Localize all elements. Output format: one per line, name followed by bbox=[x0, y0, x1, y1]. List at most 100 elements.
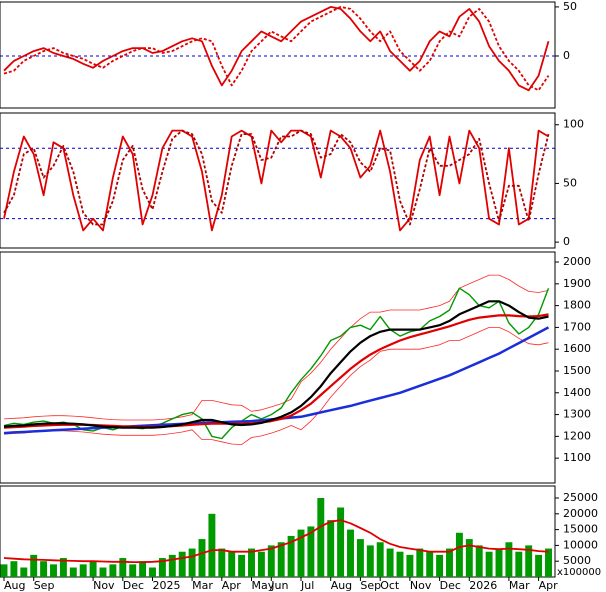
y-tick-label: 25000 bbox=[563, 491, 598, 504]
volume-bar bbox=[79, 564, 87, 577]
volume-bar bbox=[20, 567, 28, 577]
x-tick-label: Oct bbox=[380, 579, 400, 592]
y-tick-label: 0 bbox=[563, 49, 570, 62]
y-tick-label: 10000 bbox=[563, 538, 598, 551]
volume-bar bbox=[129, 564, 137, 577]
volume-bar bbox=[347, 529, 354, 577]
volume-bar bbox=[366, 545, 374, 577]
volume-bar bbox=[158, 558, 166, 577]
volume-bar bbox=[30, 554, 38, 577]
volume-bar bbox=[238, 554, 246, 577]
x-tick-label: Dec bbox=[440, 579, 461, 592]
y-tick-label: 50 bbox=[563, 0, 577, 13]
y-tick-label: 20000 bbox=[563, 507, 598, 520]
volume-bar bbox=[50, 564, 57, 577]
volume-bar bbox=[10, 561, 18, 577]
y-tick-label: 1500 bbox=[563, 364, 591, 377]
y-tick-label: 1100 bbox=[563, 451, 591, 464]
y-tick-label: 5000 bbox=[563, 554, 591, 567]
volume-bar bbox=[218, 548, 226, 577]
x-tick-label: Nov bbox=[410, 579, 432, 592]
y-tick-label: 1800 bbox=[563, 299, 591, 312]
series-line bbox=[3, 6, 550, 92]
volume-bar bbox=[0, 564, 8, 577]
volume-bar bbox=[396, 551, 404, 577]
panel-frame bbox=[0, 251, 556, 484]
volume-bar bbox=[277, 542, 285, 577]
series-line bbox=[3, 274, 549, 421]
x-tick-label: May bbox=[252, 579, 275, 592]
volume-bar bbox=[109, 564, 117, 577]
y-tick-label: 15000 bbox=[563, 523, 598, 536]
volume-bar bbox=[485, 551, 493, 577]
volume-bar bbox=[356, 539, 364, 577]
volume-bar bbox=[89, 561, 97, 577]
panel-frame bbox=[0, 1, 556, 109]
series-line bbox=[3, 129, 550, 226]
volume-bar bbox=[455, 532, 463, 577]
volume-bar bbox=[119, 558, 127, 577]
x-tick-label: Jun bbox=[270, 579, 288, 592]
series-line bbox=[3, 300, 549, 429]
series-line bbox=[3, 287, 550, 440]
volume-bar bbox=[406, 554, 414, 577]
y-tick-label: 1400 bbox=[563, 386, 591, 399]
x-tick-label: 2025 bbox=[153, 579, 181, 592]
volume-bar bbox=[139, 561, 147, 577]
y-tick-label: 1600 bbox=[563, 342, 591, 355]
volume-bar bbox=[40, 561, 48, 577]
volume-bar bbox=[248, 548, 255, 577]
series-line bbox=[3, 129, 549, 232]
volume-bar bbox=[307, 526, 315, 577]
volume-bar bbox=[198, 539, 206, 577]
y-tick-label: 100 bbox=[563, 118, 584, 131]
volume-bar bbox=[317, 498, 325, 577]
y-tick-label: 1200 bbox=[563, 429, 591, 442]
series-line bbox=[3, 327, 549, 445]
x-tick-label: Jul bbox=[300, 579, 314, 592]
volume-bar bbox=[59, 558, 67, 577]
volume-bar bbox=[386, 548, 394, 577]
y-tick-label: 0 bbox=[563, 235, 570, 248]
x-tick-label: Dec bbox=[123, 579, 144, 592]
volume-bar bbox=[416, 548, 424, 577]
volume-bar bbox=[297, 529, 305, 577]
volume-bar bbox=[327, 520, 335, 577]
y-tick-label: 2000 bbox=[563, 255, 591, 268]
volume-bar bbox=[69, 567, 77, 577]
volume-bar bbox=[337, 507, 345, 577]
volume-bar bbox=[188, 548, 196, 577]
volume-bar bbox=[149, 567, 156, 577]
volume-bar bbox=[208, 513, 216, 577]
volume-bar bbox=[436, 554, 444, 577]
x-tick-label: 2026 bbox=[469, 579, 497, 592]
volume-bar bbox=[267, 545, 275, 577]
volume-bar bbox=[535, 554, 543, 577]
x-tick-label: Aug bbox=[4, 579, 25, 592]
volume-bar bbox=[446, 548, 453, 577]
volume-bar bbox=[257, 551, 265, 577]
series-line bbox=[3, 519, 549, 563]
x-tick-label: Mar bbox=[192, 579, 213, 592]
y-tick-label: 1300 bbox=[563, 408, 591, 421]
x-tick-label: Apr bbox=[539, 579, 559, 592]
volume-bar bbox=[475, 545, 483, 577]
volume-bar bbox=[228, 551, 236, 577]
x-tick-label: Apr bbox=[222, 579, 242, 592]
series-line bbox=[3, 6, 550, 92]
y-tick-label: 1700 bbox=[563, 320, 591, 333]
volume-bar bbox=[287, 535, 295, 577]
volume-bar bbox=[515, 551, 523, 577]
x-tick-label: Sep bbox=[360, 579, 381, 592]
volume-bar bbox=[178, 551, 186, 577]
x-tick-label: Sep bbox=[34, 579, 55, 592]
volume-bar bbox=[525, 545, 533, 577]
y-axis-label: x100000 bbox=[557, 567, 601, 578]
volume-bar bbox=[376, 542, 384, 577]
y-tick-label: 50 bbox=[563, 176, 577, 189]
volume-bar bbox=[495, 548, 503, 577]
volume-bar bbox=[545, 548, 552, 577]
x-tick-label: Nov bbox=[93, 579, 115, 592]
panel-frame bbox=[0, 485, 556, 578]
